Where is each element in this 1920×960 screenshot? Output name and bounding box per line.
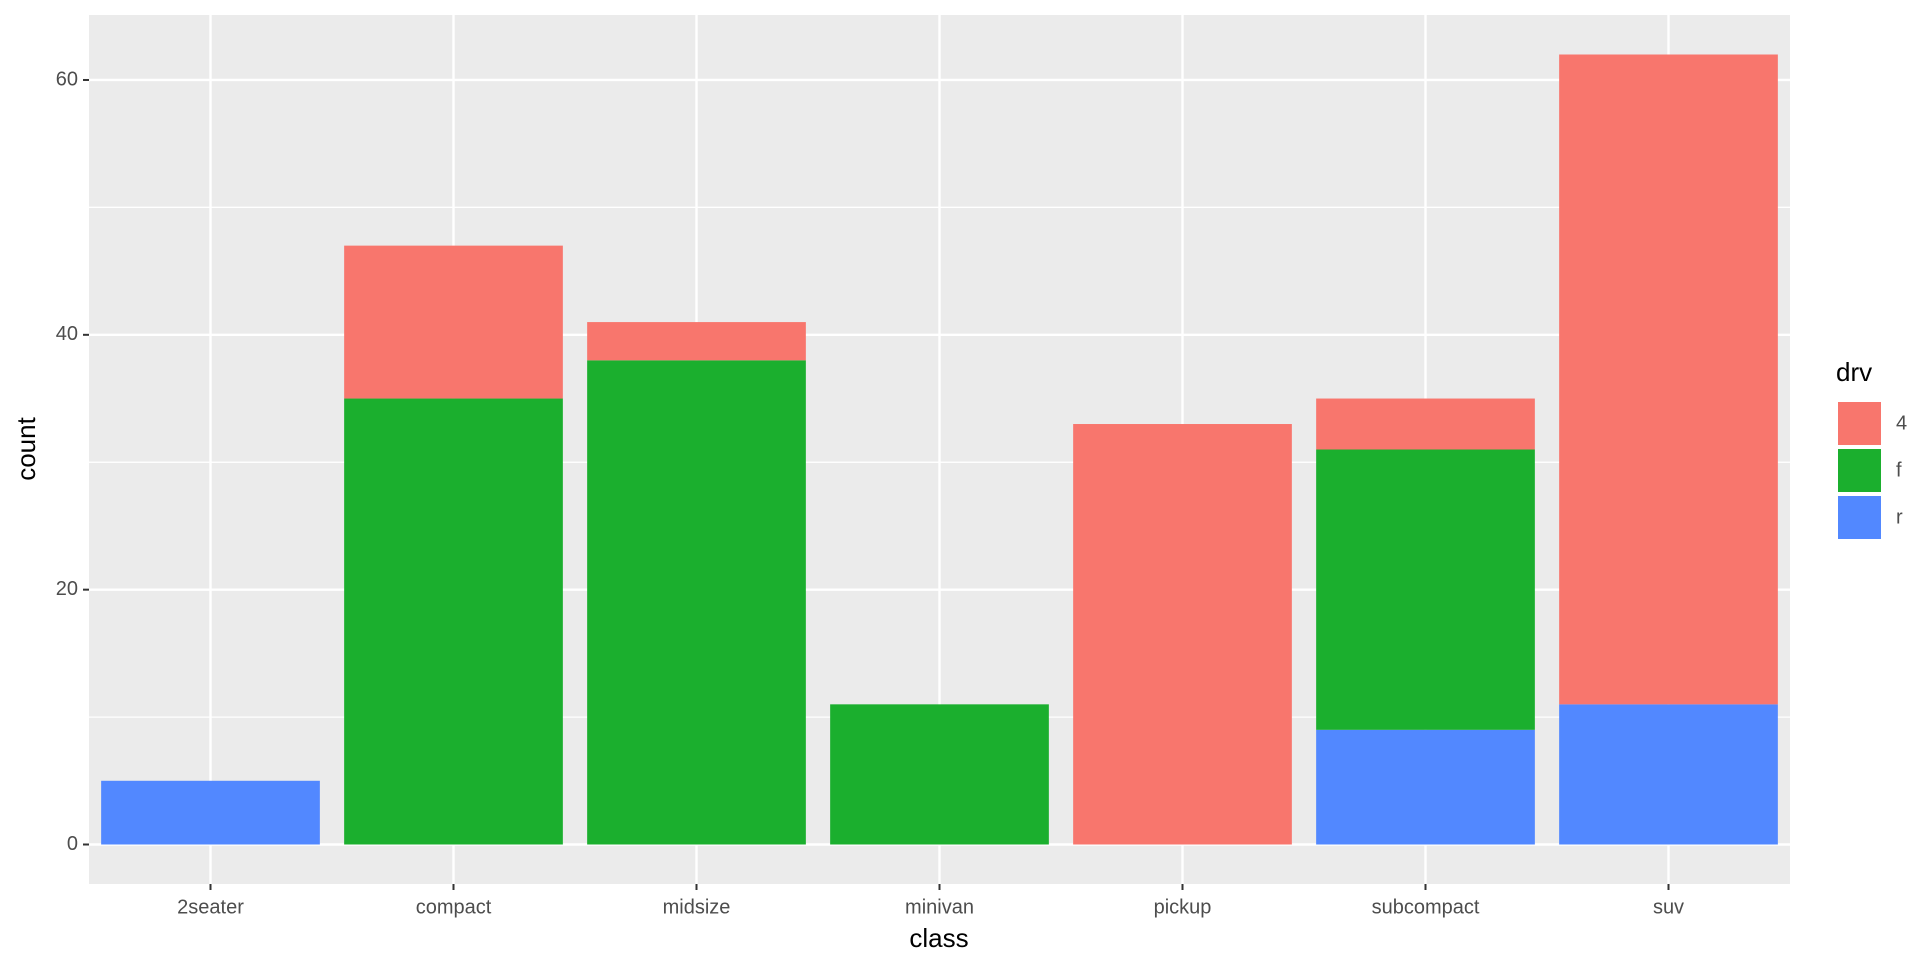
bar-segment	[1559, 54, 1778, 705]
bar-segment	[1073, 424, 1292, 845]
bar-segment	[830, 704, 1049, 845]
x-tick-label: compact	[416, 896, 492, 918]
x-tick-label: pickup	[1154, 896, 1212, 918]
y-tick-label: 40	[56, 323, 78, 345]
bar-segment	[587, 322, 806, 361]
bar-segment	[344, 245, 563, 399]
legend-key	[1838, 449, 1881, 492]
x-tick-label: suv	[1653, 896, 1684, 918]
legend-title: drv	[1836, 357, 1872, 387]
bar-segment	[101, 780, 320, 845]
legend-label: r	[1896, 506, 1903, 528]
bar-segment	[1559, 704, 1778, 845]
legend-key	[1838, 402, 1881, 445]
bar-segment	[1316, 398, 1535, 450]
bar-segment	[1316, 729, 1535, 845]
x-tick-label: 2seater	[177, 896, 244, 918]
x-tick-label: minivan	[905, 896, 974, 918]
x-tick-label: subcompact	[1372, 896, 1480, 918]
y-tick-label: 60	[56, 68, 78, 90]
x-tick-label: midsize	[663, 896, 731, 918]
bar-segment	[1316, 449, 1535, 730]
legend-key	[1838, 496, 1881, 539]
y-tick-label: 20	[56, 578, 78, 600]
y-axis-title: count	[11, 416, 41, 480]
bars	[101, 54, 1778, 845]
y-tick-label: 0	[67, 833, 78, 855]
bar-segment	[587, 360, 806, 845]
legend-label: 4	[1896, 412, 1907, 434]
legend-label: f	[1896, 459, 1902, 481]
bar-segment	[344, 398, 563, 845]
x-axis-title: class	[909, 923, 968, 953]
